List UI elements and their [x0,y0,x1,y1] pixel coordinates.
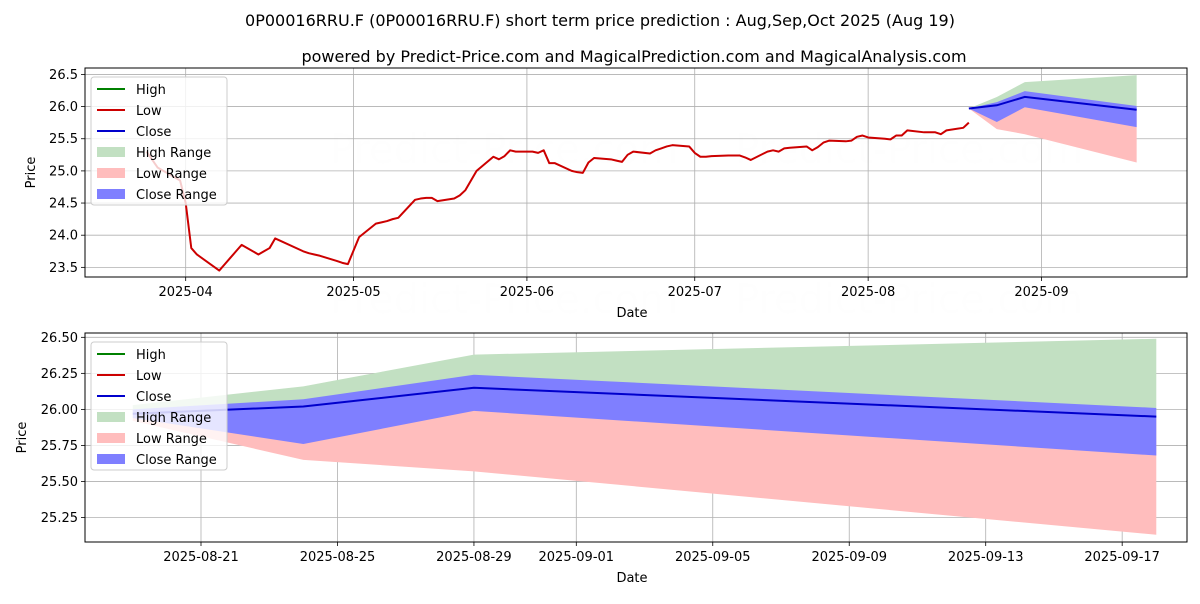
x-tick-label: 2025-09 [1014,285,1068,300]
y-tick-label: 26.0 [49,100,78,115]
legend-label-low: Low [136,369,162,384]
x-tick-label: 2025-08-25 [300,550,376,565]
chart-title: 0P00016RRU.F (0P00016RRU.F) short term p… [245,11,955,30]
y-tick-label: 26.5 [49,68,78,83]
y-tick-label: 25.5 [49,132,78,147]
watermark-text: Predict-Price.com [330,127,678,173]
legend-swatch-high_range [97,147,125,157]
y-tick-label: 23.5 [49,261,78,276]
y-tick-label: 26.25 [41,367,78,382]
y-tick-label: 25.75 [41,439,78,454]
legend-label-close_range: Close Range [136,188,217,203]
chart-subtitle: powered by Predict-Price.com and Magical… [301,47,966,66]
x-tick-label: 2025-09-09 [811,550,887,565]
low-price-line [145,121,970,272]
x-axis-label: Date [616,571,647,586]
top-price-panel: Predict-Price.com Predict-Price.comPredic… [24,67,1188,323]
x-tick-label: 2025-04 [159,285,213,300]
x-tick-label: 2025-08-21 [163,550,239,565]
bottom-forecast-panel: Predict-Price.comPredict-Price.com2025-0… [15,331,1188,586]
y-tick-label: 24.0 [49,229,78,244]
legend-label-high: High [136,348,166,363]
legend-label-high: High [136,83,166,98]
x-tick-label: 2025-06 [500,285,554,300]
x-tick-label: 2025-09-17 [1084,550,1160,565]
y-axis-label: Price [15,422,30,454]
x-tick-label: 2025-08 [841,285,895,300]
y-tick-label: 25.0 [49,164,78,179]
x-tick-label: 2025-07 [668,285,722,300]
y-tick-label: 26.00 [41,403,78,418]
close-forecast-line [968,95,1137,111]
y-tick-label: 25.25 [41,511,78,526]
close-range-band [132,374,1157,456]
legend-label-close_range: Close Range [136,453,217,468]
y-tick-label: 24.5 [49,197,78,212]
legend-label-high_range: High Range [136,411,211,426]
x-tick-label: 2025-08-29 [436,550,512,565]
legend-label-close: Close [136,125,171,140]
legend-swatch-low_range [97,168,125,178]
legend-label-low: Low [136,104,162,119]
plot-frame [84,332,1188,543]
y-tick-label: 25.50 [41,475,78,490]
legend-swatch-close_range [97,189,125,199]
y-tick-label: 26.50 [41,331,78,346]
plot-frame [84,67,1188,278]
legend-label-low_range: Low Range [136,432,207,447]
legend-label-high_range: High Range [136,146,211,161]
x-tick-label: 2025-09-13 [948,550,1024,565]
watermark-text: Predict-Price.com [735,277,1083,323]
y-axis-label: Price [24,157,39,189]
x-axis-label: Date [616,306,647,321]
x-tick-label: 2025-09-01 [539,550,615,565]
legend-swatch-high_range [97,412,125,422]
legend-swatch-low_range [97,433,125,443]
x-tick-label: 2025-09-05 [675,550,751,565]
x-tick-label: 2025-05 [326,285,380,300]
legend-label-low_range: Low Range [136,167,207,182]
legend-label-close: Close [136,390,171,405]
legend-swatch-close_range [97,454,125,464]
